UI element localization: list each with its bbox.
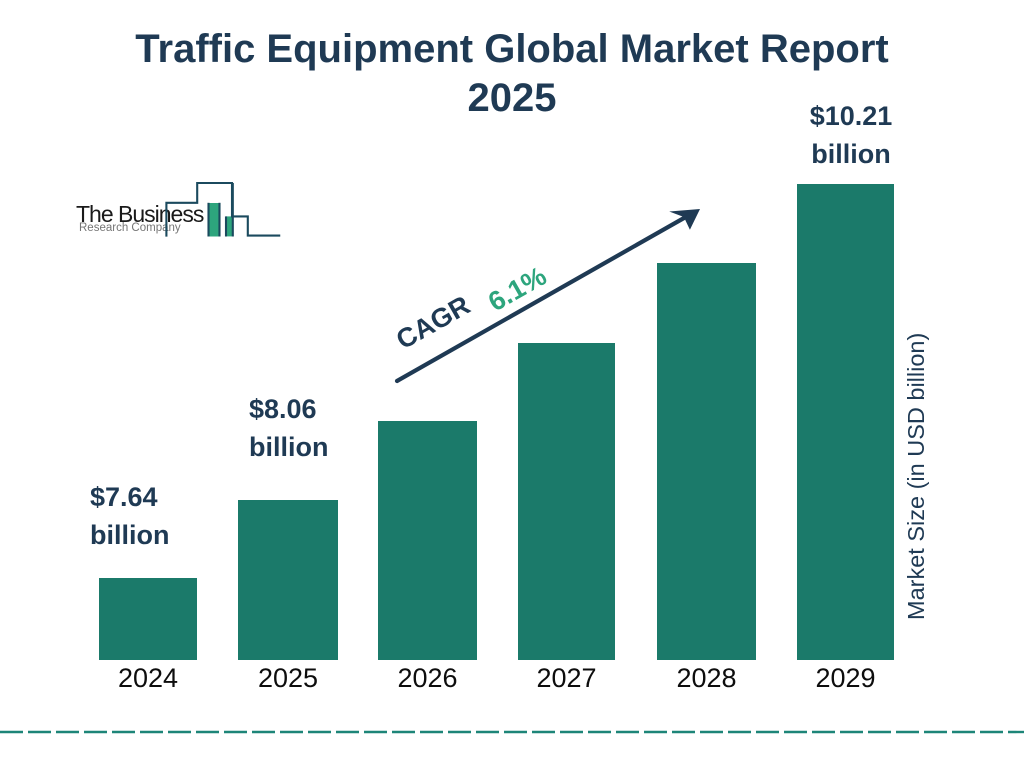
svg-text:6.1%: 6.1% bbox=[483, 261, 551, 317]
